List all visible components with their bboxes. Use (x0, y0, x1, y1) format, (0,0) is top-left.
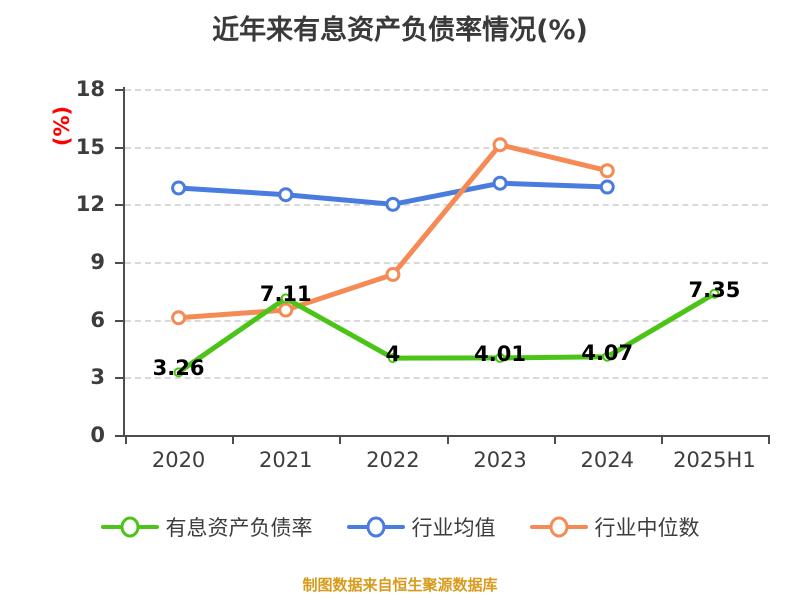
source-note: 制图数据来自恒生聚源数据库 (302, 576, 498, 594)
legend-dot-icon (120, 516, 139, 538)
y-axis-tick (115, 319, 125, 322)
series-point-marker (278, 302, 294, 318)
x-axis-tick-label: 2020 (151, 448, 206, 472)
series-point-marker (492, 137, 508, 153)
series-point-marker (171, 310, 187, 326)
x-axis-tick-label: 2023 (473, 448, 527, 472)
x-axis-tick (553, 435, 556, 444)
y-axis-tick-label: 6 (90, 307, 105, 332)
legend-label: 有息资产负债率 (165, 516, 313, 540)
gridline (125, 204, 768, 207)
y-axis-tick (115, 89, 125, 91)
x-axis-tick (768, 435, 770, 444)
series-point-marker (495, 352, 506, 363)
series-point-marker (602, 351, 613, 362)
series-point-marker (709, 288, 720, 299)
y-axis-line (123, 87, 125, 437)
series-point-marker (492, 175, 508, 191)
legend-label: 行业均值 (411, 516, 496, 540)
series-line (176, 142, 610, 321)
chart-title: 近年来有息资产负债率情况(%) (212, 15, 588, 46)
x-axis-tick (125, 435, 127, 444)
series-line (176, 291, 717, 375)
x-axis-line (123, 435, 768, 437)
x-axis-tick-label: 2022 (366, 448, 420, 472)
data-point-label: 7.11 (259, 282, 312, 307)
series-point-marker (171, 180, 187, 196)
gridline (125, 146, 768, 149)
series-point-marker (599, 179, 615, 195)
y-axis-tick-label: 18 (75, 77, 105, 101)
legend-dot-icon (366, 516, 385, 538)
legend-dot-icon (549, 516, 568, 538)
legend-marker-icon (100, 516, 159, 538)
series-point-marker (599, 163, 615, 179)
y-axis-tick-label: 9 (90, 250, 105, 274)
y-axis-tick-label: 15 (75, 134, 105, 159)
y-axis-tick-label: 0 (90, 423, 105, 447)
series-point-marker (173, 367, 184, 378)
y-axis-tick (115, 204, 125, 207)
y-axis-tick (115, 146, 125, 149)
data-point-label: 3.26 (152, 356, 205, 381)
legend-marker-icon (529, 516, 588, 538)
series-point-marker (385, 196, 401, 212)
gridline (125, 89, 768, 91)
data-point-label: 4.01 (474, 341, 526, 366)
series-point-marker (280, 293, 291, 304)
y-axis-tick (115, 262, 125, 264)
legend-item-2[interactable]: 行业均值 (346, 512, 496, 542)
series-point-marker (387, 353, 398, 364)
legend-item-1[interactable]: 有息资产负债率 (100, 512, 313, 542)
chart-legend: 有息资产负债率 行业均值 行业中位数 (0, 512, 800, 542)
x-axis-tick (446, 435, 449, 444)
x-axis-tick-label: 2024 (580, 448, 634, 472)
data-point-label: 4 (385, 342, 401, 367)
series-point-marker (385, 266, 401, 282)
legend-label: 行业中位数 (594, 516, 700, 540)
y-axis-tick-label: 3 (90, 365, 105, 390)
x-axis-tick (339, 435, 342, 444)
legend-marker-icon (346, 516, 405, 538)
data-point-label: 7.35 (688, 277, 741, 302)
legend-item-3[interactable]: 行业中位数 (529, 512, 700, 542)
x-axis-tick-label: 2025H1 (673, 448, 756, 472)
y-axis-tick (115, 435, 125, 437)
gridline (125, 262, 768, 264)
gridline (125, 319, 768, 322)
gridline (125, 377, 768, 380)
x-axis-tick (660, 435, 663, 444)
x-axis-tick-label: 2021 (259, 448, 313, 472)
data-point-label: 4.07 (581, 340, 634, 365)
y-axis-tick (115, 377, 125, 380)
x-axis-tick (232, 435, 235, 444)
y-axis-tick-label: 12 (75, 192, 105, 217)
series-point-marker (278, 187, 294, 203)
